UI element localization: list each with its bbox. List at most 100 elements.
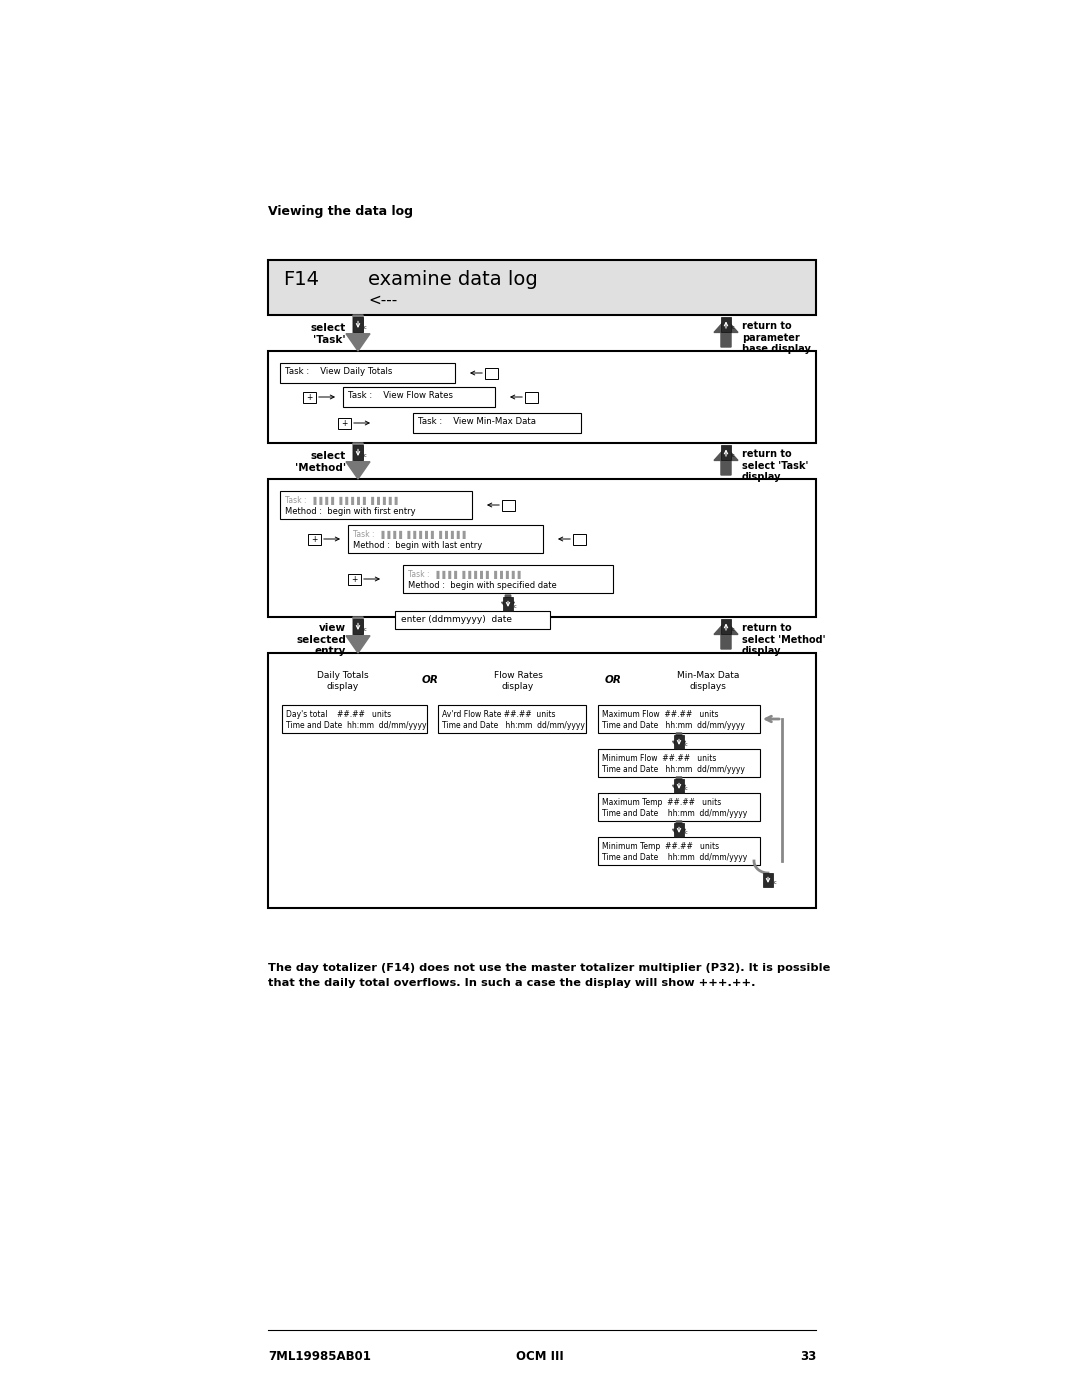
Text: Time and Date    hh:mm  dd/mm/yyyy: Time and Date hh:mm dd/mm/yyyy xyxy=(602,809,747,819)
Text: examine data log: examine data log xyxy=(368,270,538,289)
Bar xyxy=(268,260,816,314)
Text: Time and Date    hh:mm  dd/mm/yyyy: Time and Date hh:mm dd/mm/yyyy xyxy=(602,854,747,862)
Bar xyxy=(348,525,543,553)
Text: OCM III: OCM III xyxy=(516,1350,564,1363)
Text: Task :    View Min-Max Data: Task : View Min-Max Data xyxy=(418,416,536,426)
Text: view
selected
entry: view selected entry xyxy=(296,623,346,657)
Polygon shape xyxy=(673,733,686,749)
Bar xyxy=(268,652,816,908)
Text: Minimum Temp  ##.##   units: Minimum Temp ##.## units xyxy=(602,842,719,851)
Text: Time and Date   hh:mm  dd/mm/yyyy: Time and Date hh:mm dd/mm/yyyy xyxy=(602,721,745,731)
Bar xyxy=(353,619,363,634)
Text: c: c xyxy=(364,627,367,633)
Bar xyxy=(674,823,684,837)
Text: return to
parameter
base display: return to parameter base display xyxy=(742,321,811,355)
Polygon shape xyxy=(714,622,738,650)
Text: OR: OR xyxy=(605,675,621,685)
Polygon shape xyxy=(501,595,514,609)
Text: return to
select 'Method'
display: return to select 'Method' display xyxy=(742,623,825,657)
Text: Maximum Temp  ##.##   units: Maximum Temp ##.## units xyxy=(602,798,721,807)
Text: Day's total    ##.##   units: Day's total ##.## units xyxy=(286,710,391,719)
Bar xyxy=(525,391,538,402)
Text: c: c xyxy=(774,880,777,886)
Bar xyxy=(308,534,321,545)
Text: return to
select 'Task'
display: return to select 'Task' display xyxy=(742,448,808,482)
Text: Task :   ▌▌▌▌ ▌▌▌▌▌ ▌▌▌▌▌: Task : ▌▌▌▌ ▌▌▌▌▌ ▌▌▌▌▌ xyxy=(353,529,469,539)
Bar xyxy=(598,749,760,777)
Bar xyxy=(502,500,515,510)
Text: Task :   ▌▌▌▌ ▌▌▌▌▌ ▌▌▌▌▌: Task : ▌▌▌▌ ▌▌▌▌▌ ▌▌▌▌▌ xyxy=(408,570,524,578)
Text: +: + xyxy=(341,419,348,427)
Text: <---: <--- xyxy=(368,293,397,307)
Text: Daily Totals
display: Daily Totals display xyxy=(318,671,368,692)
Bar xyxy=(353,317,363,332)
Text: 7ML19985AB01: 7ML19985AB01 xyxy=(268,1350,370,1363)
Text: c: c xyxy=(732,454,734,458)
Text: c: c xyxy=(732,627,734,633)
Bar xyxy=(674,780,684,793)
Bar xyxy=(343,387,495,407)
Text: select
'Task': select 'Task' xyxy=(311,323,346,345)
Polygon shape xyxy=(714,319,738,346)
Text: c: c xyxy=(364,326,367,331)
Bar xyxy=(280,490,472,520)
Text: Time and Date   hh:mm  dd/mm/yyyy: Time and Date hh:mm dd/mm/yyyy xyxy=(442,721,585,731)
Text: c: c xyxy=(732,326,734,331)
Bar xyxy=(503,597,513,612)
Bar xyxy=(764,873,773,887)
Polygon shape xyxy=(673,821,686,837)
Text: enter (ddmmyyyy)  date: enter (ddmmyyyy) date xyxy=(401,615,512,624)
Bar xyxy=(268,479,816,617)
Text: Task :   ▌▌▌▌ ▌▌▌▌▌ ▌▌▌▌▌: Task : ▌▌▌▌ ▌▌▌▌▌ ▌▌▌▌▌ xyxy=(285,496,401,504)
Text: Min-Max Data
displays: Min-Max Data displays xyxy=(677,671,739,692)
Text: Minimum Flow  ##.##   units: Minimum Flow ##.## units xyxy=(602,754,716,763)
Bar xyxy=(348,574,361,584)
Text: Method :  begin with last entry: Method : begin with last entry xyxy=(353,541,483,550)
Bar xyxy=(280,363,455,383)
Text: Method :  begin with specified date: Method : begin with specified date xyxy=(408,581,557,590)
Bar xyxy=(268,351,816,443)
Bar xyxy=(303,391,316,402)
Text: select
'Method': select 'Method' xyxy=(295,451,346,472)
Text: c: c xyxy=(514,605,516,609)
Text: +: + xyxy=(351,574,357,584)
Text: OR: OR xyxy=(422,675,438,685)
Text: Time and Date   hh:mm  dd/mm/yyyy: Time and Date hh:mm dd/mm/yyyy xyxy=(602,766,745,774)
Bar xyxy=(353,446,363,461)
Polygon shape xyxy=(346,443,370,479)
Bar xyxy=(720,317,731,332)
Bar xyxy=(720,446,731,461)
Bar xyxy=(282,705,427,733)
Bar xyxy=(438,705,586,733)
Text: c: c xyxy=(364,454,367,458)
Text: Av'rd Flow Rate ##.##  units: Av'rd Flow Rate ##.## units xyxy=(442,710,555,719)
Text: The day totalizer (F14) does not use the master totalizer multiplier (P32). It i: The day totalizer (F14) does not use the… xyxy=(268,963,831,988)
Bar xyxy=(485,367,498,379)
Text: 33: 33 xyxy=(800,1350,816,1363)
Text: Flow Rates
display: Flow Rates display xyxy=(494,671,542,692)
Text: +: + xyxy=(307,393,313,401)
Bar xyxy=(413,414,581,433)
Text: c: c xyxy=(685,742,688,747)
Text: Viewing the data log: Viewing the data log xyxy=(268,205,413,218)
Text: Maximum Flow  ##.##   units: Maximum Flow ##.## units xyxy=(602,710,718,719)
Polygon shape xyxy=(714,447,738,475)
Bar xyxy=(403,564,613,592)
Bar xyxy=(674,735,684,749)
Text: F14: F14 xyxy=(283,270,319,289)
Bar xyxy=(338,418,351,429)
Text: Method :  begin with first entry: Method : begin with first entry xyxy=(285,507,416,515)
Bar xyxy=(720,619,731,634)
Text: +: + xyxy=(311,535,318,543)
Polygon shape xyxy=(673,777,686,793)
Polygon shape xyxy=(346,617,370,652)
Text: Time and Date  hh:mm  dd/mm/yyyy: Time and Date hh:mm dd/mm/yyyy xyxy=(286,721,427,731)
Polygon shape xyxy=(346,314,370,351)
Text: c: c xyxy=(685,787,688,791)
Bar xyxy=(573,534,586,545)
Bar xyxy=(598,793,760,821)
Bar xyxy=(395,610,550,629)
Text: c: c xyxy=(685,830,688,835)
Text: Task :    View Flow Rates: Task : View Flow Rates xyxy=(348,391,453,400)
Bar xyxy=(598,705,760,733)
